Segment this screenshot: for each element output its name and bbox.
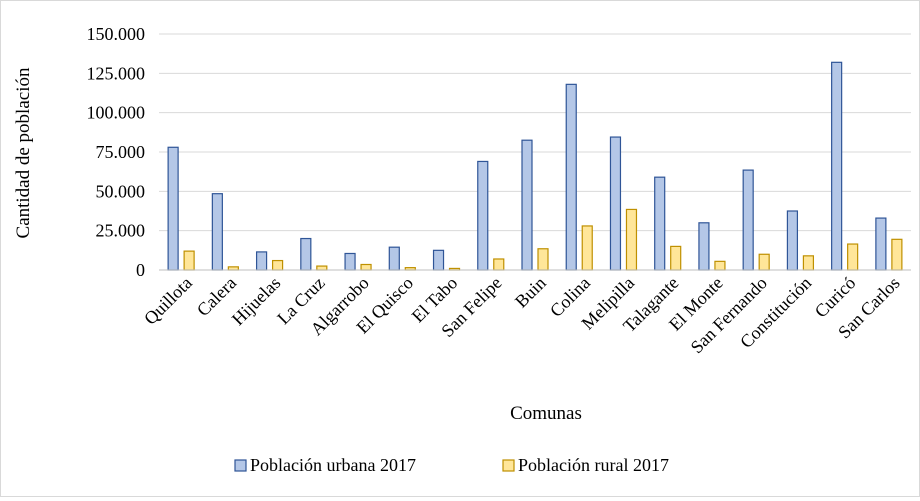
bar [654, 176, 666, 271]
bar [477, 160, 489, 271]
bar [609, 136, 622, 271]
bar [698, 222, 710, 271]
bar [565, 83, 577, 271]
x-axis-title: Comunas [510, 403, 582, 424]
y-tick-label: 100.000 [87, 103, 146, 123]
y-tick-label: 125.000 [87, 63, 146, 83]
legend-label: Población rural 2017 [518, 455, 669, 475]
bar [714, 260, 726, 271]
bar [167, 146, 179, 271]
y-axis-ticks: 0 25.000 50.000 75.000 100.000 125.000 150.000 [87, 24, 146, 280]
bar [432, 249, 445, 271]
legend-swatch [234, 459, 247, 472]
bar [742, 169, 754, 271]
legend-swatch [502, 459, 515, 472]
bar [271, 259, 284, 271]
bar [847, 243, 859, 271]
y-tick-label: 150.000 [87, 24, 146, 44]
bar [388, 246, 400, 271]
bar [255, 251, 268, 271]
y-axis-title: Cantidad de población [13, 67, 34, 238]
legend: Población urbana 2017 Población rural 201… [234, 455, 669, 475]
y-tick-label: 25.000 [96, 221, 146, 241]
bar [300, 237, 312, 271]
bar [786, 210, 799, 271]
legend-label: Población urbana 2017 [250, 455, 416, 475]
bar [802, 255, 815, 271]
bar [316, 265, 328, 271]
bar [581, 225, 593, 271]
bar [758, 253, 770, 271]
bar [891, 238, 903, 271]
bar [521, 139, 533, 271]
bar [211, 193, 223, 271]
bar [875, 217, 887, 271]
y-tick-label: 75.000 [96, 142, 146, 162]
bar [537, 248, 549, 271]
x-tick-label: Buin [511, 273, 550, 312]
y-tick-label: 0 [136, 260, 145, 280]
bar [344, 252, 356, 271]
bar [670, 245, 682, 271]
bar [625, 208, 638, 271]
bar [493, 258, 505, 271]
bars [167, 61, 903, 271]
gridlines [159, 33, 911, 232]
x-tick-label: Hijuelas [228, 273, 285, 330]
x-tick-label: Quillota [140, 273, 196, 329]
bar [360, 263, 372, 271]
y-tick-label: 50.000 [96, 181, 146, 201]
bar [831, 61, 843, 271]
bar [183, 250, 195, 271]
